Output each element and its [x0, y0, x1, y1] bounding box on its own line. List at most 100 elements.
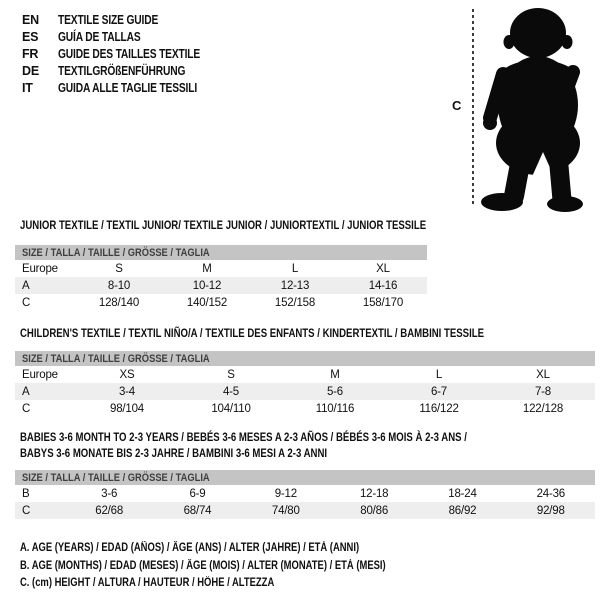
size-header-text: SIZE / TALLA / TAILLE / GRÖSSE / TAGLIA — [22, 471, 210, 484]
cell: 98/104 — [110, 402, 144, 415]
babies-textile-table: BABIES 3-6 MONTH TO 2-3 YEARS / BEBÉS 3-… — [15, 429, 595, 519]
cell: L — [291, 262, 299, 275]
cell: 110/116 — [315, 402, 355, 415]
legend-note-b: B. AGE (MONTHS) / EDAD (MESES) / ÂGE (MO… — [20, 558, 466, 576]
cell: 92/98 — [536, 504, 565, 517]
language-title: TEXTILE SIZE GUIDE — [58, 13, 159, 27]
language-code: EN — [22, 13, 39, 27]
size-header-bar: SIZE / TALLA / TAILLE / GRÖSSE / TAGLIA — [15, 351, 595, 366]
table-row-months: B 3-6 6-9 9-12 12-18 18-24 24-36 — [15, 485, 595, 502]
cell: 74/80 — [271, 504, 300, 517]
legend-note-a: A. AGE (YEARS) / EDAD (AÑOS) / ÂGE (ANS)… — [20, 540, 466, 558]
cell: 116/122 — [419, 402, 459, 415]
language-row-en: EN TEXTILE SIZE GUIDE — [22, 13, 231, 30]
cell: XS — [119, 368, 135, 381]
table-title: JUNIOR TEXTILE / TEXTIL JUNIOR/ TEXTILE … — [20, 217, 427, 233]
table-row-height: C 62/68 68/74 74/80 80/86 86/92 92/98 — [15, 502, 595, 519]
row-label: C — [22, 296, 31, 309]
cell: 86/92 — [448, 504, 477, 517]
table-title-line2: BABYS 3-6 MONATE BIS 2-3 JAHRE / BAMBINI… — [20, 445, 595, 461]
cell: 6-9 — [189, 487, 206, 500]
table-title-text: BABIES 3-6 MONTH TO 2-3 YEARS / BEBÉS 3-… — [20, 430, 467, 444]
table-title: CHILDREN'S TEXTILE / TEXTIL NIÑO/A / TEX… — [20, 325, 595, 341]
language-code: FR — [22, 47, 39, 61]
table-rows: B 3-6 6-9 9-12 12-18 18-24 24-36 C 62/68… — [15, 485, 595, 519]
table-title-text: CHILDREN'S TEXTILE / TEXTIL NIÑO/A / TEX… — [20, 326, 485, 340]
language-code: IT — [22, 81, 33, 95]
cell: 9-12 — [274, 487, 297, 500]
cell: XL — [376, 262, 390, 275]
height-measure-dashed-line — [472, 9, 474, 207]
row-label: C — [22, 402, 31, 415]
language-title: GUÍA DE TALLAS — [58, 30, 141, 44]
table-row-age: A 8-10 10-12 12-13 14-16 — [15, 277, 427, 294]
row-label: Europe — [22, 368, 58, 381]
cell: 5-6 — [326, 385, 344, 398]
table-rows: Europe S M L XL A 8-10 10-12 12-13 14-16… — [15, 260, 427, 311]
language-title: TEXTILGRÖßENFÜHRUNG — [58, 64, 186, 78]
size-header-bar: SIZE / TALLA / TAILLE / GRÖSSE / TAGLIA — [15, 470, 595, 485]
language-title-list: EN TEXTILE SIZE GUIDE ES GUÍA DE TALLAS … — [22, 13, 231, 98]
size-header-text: SIZE / TALLA / TAILLE / GRÖSSE / TAGLIA — [22, 352, 210, 365]
table-row-europe: Europe XS S M L XL — [15, 366, 595, 383]
table-row-europe: Europe S M L XL — [15, 260, 427, 277]
language-code: DE — [22, 64, 39, 78]
cell: 12-18 — [359, 487, 389, 500]
cell: 104/110 — [211, 402, 251, 415]
row-label: B — [22, 487, 30, 500]
table-title-text: BABYS 3-6 MONATE BIS 2-3 JAHRE / BAMBINI… — [20, 446, 328, 460]
cell: M — [330, 368, 340, 381]
cell: 24-36 — [536, 487, 566, 500]
row-label: A — [22, 385, 30, 398]
legend-note-text: B. AGE (MONTHS) / EDAD (MESES) / ÂGE (MO… — [20, 559, 386, 572]
cell: S — [115, 262, 123, 275]
cell: 14-16 — [368, 279, 398, 292]
cell: XL — [536, 368, 550, 381]
cell: 62/68 — [95, 504, 124, 517]
cell: 4-5 — [222, 385, 240, 398]
cell: 12-13 — [280, 279, 310, 292]
row-label: A — [22, 279, 30, 292]
size-header-text: SIZE / TALLA / TAILLE / GRÖSSE / TAGLIA — [22, 246, 210, 259]
cell: S — [227, 368, 235, 381]
junior-textile-table: JUNIOR TEXTILE / TEXTIL JUNIOR/ TEXTILE … — [15, 217, 427, 311]
cell: 122/128 — [522, 402, 564, 415]
table-row-height: C 98/104 104/110 110/116 116/122 122/128 — [15, 400, 595, 417]
legend-note-text: A. AGE (YEARS) / EDAD (AÑOS) / ÂGE (ANS)… — [20, 542, 360, 554]
cell: 3-4 — [118, 385, 136, 398]
table-row-height: C 128/140 140/152 152/158 158/170 — [15, 294, 427, 311]
legend-notes: A. AGE (YEARS) / EDAD (AÑOS) / ÂGE (ANS)… — [20, 540, 466, 593]
language-code: ES — [22, 30, 39, 44]
language-row-es: ES GUÍA DE TALLAS — [22, 30, 231, 47]
cell: 8-10 — [107, 279, 131, 292]
cell: 10-12 — [192, 279, 222, 292]
cell: L — [435, 368, 443, 381]
toddler-silhouette-icon — [477, 6, 595, 212]
legend-note-text: C. (cm) HEIGHT / ALTURA / HAUTEUR / HÖHE… — [20, 577, 275, 589]
cell: 7-8 — [534, 385, 552, 398]
legend-note-c: C. (cm) HEIGHT / ALTURA / HAUTEUR / HÖHE… — [20, 575, 466, 593]
height-measure-label: C — [452, 98, 462, 113]
cell: M — [202, 262, 212, 275]
cell: 18-24 — [448, 487, 477, 500]
cell: 158/170 — [362, 296, 404, 309]
cell: 128/140 — [98, 296, 140, 309]
cell: 152/158 — [274, 296, 316, 309]
table-rows: Europe XS S M L XL A 3-4 4-5 5-6 6-7 7-8… — [15, 366, 595, 417]
cell: 68/74 — [183, 504, 212, 517]
language-title: GUIDA ALLE TAGLIE TESSILI — [58, 81, 198, 95]
language-title: GUIDE DES TAILLES TEXTILE — [58, 47, 201, 61]
cell: 3-6 — [101, 487, 118, 500]
cell: 140/152 — [186, 296, 228, 309]
language-row-fr: FR GUIDE DES TAILLES TEXTILE — [22, 47, 231, 64]
language-row-it: IT GUIDA ALLE TAGLIE TESSILI — [22, 81, 231, 98]
cell: 6-7 — [430, 385, 448, 398]
table-title-text: JUNIOR TEXTILE / TEXTIL JUNIOR/ TEXTILE … — [20, 218, 427, 232]
language-row-de: DE TEXTILGRÖßENFÜHRUNG — [22, 64, 231, 81]
size-header-bar: SIZE / TALLA / TAILLE / GRÖSSE / TAGLIA — [15, 245, 427, 260]
table-row-age: A 3-4 4-5 5-6 6-7 7-8 — [15, 383, 595, 400]
cell: 80/86 — [360, 504, 389, 517]
childrens-textile-table: CHILDREN'S TEXTILE / TEXTIL NIÑO/A / TEX… — [15, 325, 595, 417]
row-label: C — [22, 504, 31, 517]
